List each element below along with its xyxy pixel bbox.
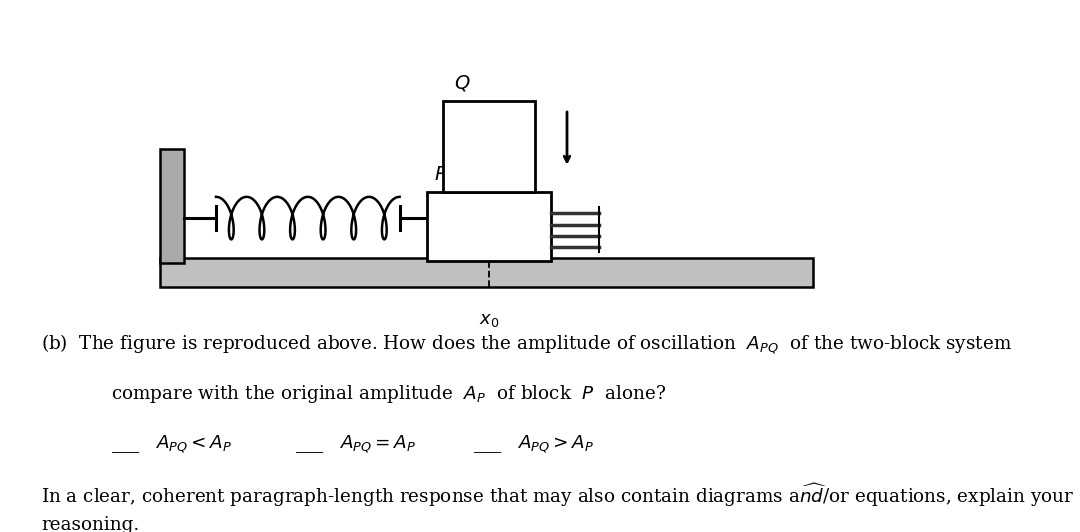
Bar: [427, 192, 551, 261]
Bar: [443, 101, 535, 192]
Text: $P$: $P$: [434, 165, 448, 184]
Bar: [160, 149, 184, 263]
Text: (b)  The figure is reproduced above. How does the amplitude of oscillation  $A_{: (b) The figure is reproduced above. How …: [41, 332, 1012, 356]
Text: ___   $A_{PQ} = A_P$: ___ $A_{PQ} = A_P$: [295, 434, 416, 455]
Text: $Q$: $Q$: [454, 73, 471, 93]
Text: $x_0$: $x_0$: [480, 311, 499, 329]
Bar: [160, 258, 813, 287]
Text: $2m$: $2m$: [473, 134, 505, 153]
Text: ___   $A_{PQ} > A_P$: ___ $A_{PQ} > A_P$: [473, 434, 594, 455]
Text: In a clear, coherent paragraph-length response that may also contain diagrams a$: In a clear, coherent paragraph-length re…: [41, 481, 1075, 509]
Text: ___   $A_{PQ} < A_P$: ___ $A_{PQ} < A_P$: [111, 434, 232, 455]
Text: reasoning.: reasoning.: [41, 516, 139, 532]
Text: $m$: $m$: [480, 213, 499, 232]
Text: compare with the original amplitude  $A_P$  of block  $P$  alone?: compare with the original amplitude $A_P…: [111, 383, 666, 405]
